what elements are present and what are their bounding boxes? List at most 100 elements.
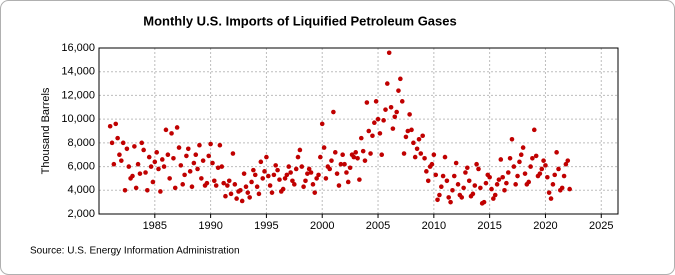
point <box>267 183 273 188</box>
point <box>264 154 269 160</box>
point <box>539 166 545 172</box>
y-tick-label: 14,000 <box>61 66 95 78</box>
point <box>126 164 132 169</box>
point <box>273 163 278 168</box>
point <box>448 199 453 205</box>
point <box>342 161 347 167</box>
point <box>312 190 318 195</box>
point <box>528 164 533 169</box>
point <box>505 170 511 175</box>
point <box>156 166 161 172</box>
point <box>200 158 206 163</box>
point <box>221 180 226 186</box>
y-tick-label: 16,000 <box>61 42 95 54</box>
point <box>412 154 418 160</box>
y-tick-label: 10,000 <box>61 113 95 125</box>
point <box>399 99 405 104</box>
point <box>364 100 370 105</box>
point <box>463 170 468 175</box>
point <box>234 196 239 201</box>
point <box>418 151 424 156</box>
point <box>226 178 232 184</box>
point <box>174 125 180 130</box>
point <box>366 128 372 134</box>
point <box>437 192 442 198</box>
point <box>446 195 451 200</box>
point <box>189 184 195 190</box>
point <box>323 176 329 181</box>
point <box>429 161 435 167</box>
point <box>465 165 470 171</box>
chart-title: Monthly U.S. Imports of Liquified Petrol… <box>143 13 456 28</box>
point <box>117 152 122 158</box>
point <box>305 171 310 176</box>
point <box>567 186 572 192</box>
point <box>474 161 479 167</box>
point <box>550 182 556 187</box>
point <box>252 172 258 178</box>
point <box>262 169 267 174</box>
point <box>466 178 472 184</box>
point <box>122 187 128 193</box>
point <box>213 183 219 188</box>
point <box>158 189 163 194</box>
point <box>515 173 520 179</box>
point <box>384 81 390 86</box>
point <box>439 184 444 190</box>
point <box>450 187 455 193</box>
point <box>318 154 323 160</box>
point <box>537 171 543 176</box>
point <box>139 140 145 146</box>
point <box>306 166 312 172</box>
point <box>336 183 342 188</box>
point <box>152 159 158 165</box>
point <box>556 166 561 172</box>
point <box>407 112 412 117</box>
point <box>370 133 375 139</box>
point <box>319 121 325 127</box>
point <box>545 174 550 180</box>
point <box>559 185 565 191</box>
point <box>169 131 174 136</box>
point <box>394 109 399 115</box>
point <box>260 176 266 181</box>
point <box>163 127 169 133</box>
point <box>301 184 306 190</box>
point <box>541 158 546 163</box>
x-tick-label: 2025 <box>589 220 613 232</box>
point <box>476 166 481 172</box>
point <box>455 182 461 187</box>
y-tick-label: 12,000 <box>61 89 95 101</box>
point <box>171 155 176 161</box>
point <box>208 141 213 147</box>
point <box>197 142 202 148</box>
point <box>487 174 492 180</box>
point <box>345 179 351 185</box>
point <box>327 166 333 172</box>
point <box>533 153 539 159</box>
point <box>530 155 535 161</box>
point <box>546 190 552 195</box>
point <box>271 172 277 178</box>
point <box>526 179 532 185</box>
point <box>513 182 518 187</box>
point <box>377 131 383 136</box>
point <box>310 182 316 187</box>
point <box>405 128 411 134</box>
point <box>531 127 537 133</box>
point <box>368 151 373 156</box>
point <box>314 176 319 181</box>
point <box>141 147 146 153</box>
point <box>478 185 483 191</box>
point <box>396 88 401 93</box>
point <box>316 172 321 178</box>
point <box>303 178 308 184</box>
point <box>145 187 150 193</box>
x-tick-label: 1985 <box>143 220 167 232</box>
point <box>398 76 403 82</box>
point <box>372 120 377 125</box>
point <box>357 177 362 182</box>
point <box>431 152 437 158</box>
point <box>282 176 288 181</box>
